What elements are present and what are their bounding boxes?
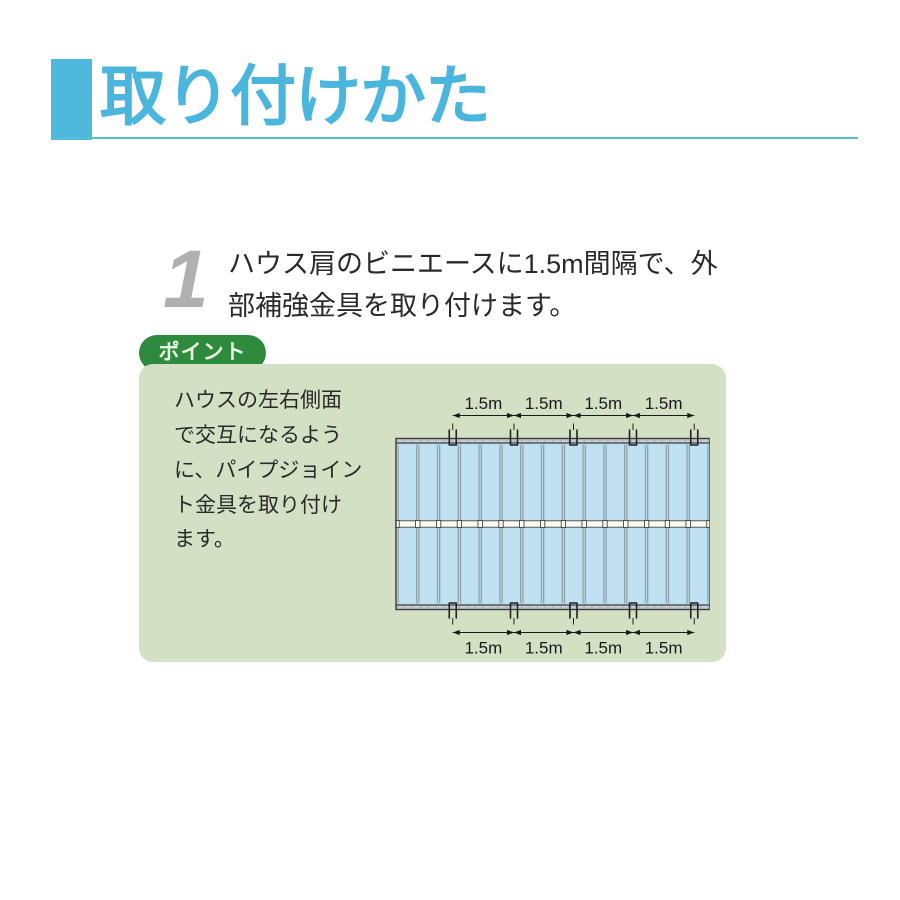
svg-text:1.5m: 1.5m xyxy=(584,639,622,658)
svg-text:1.5m: 1.5m xyxy=(645,395,683,413)
svg-text:1.5m: 1.5m xyxy=(584,395,622,413)
svg-text:1.5m: 1.5m xyxy=(464,639,502,658)
svg-text:1.5m: 1.5m xyxy=(525,395,563,413)
svg-text:1.5m: 1.5m xyxy=(464,395,502,413)
svg-text:1.5m: 1.5m xyxy=(525,639,563,658)
svg-text:1.5m: 1.5m xyxy=(645,639,683,658)
